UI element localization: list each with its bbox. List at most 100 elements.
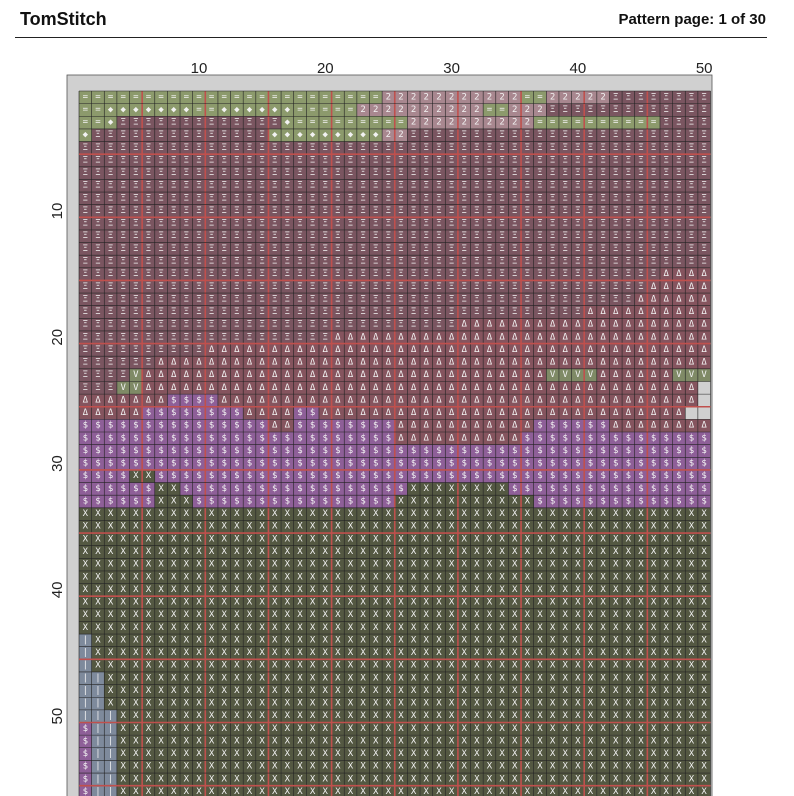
cell xyxy=(571,330,585,344)
cell xyxy=(672,116,686,129)
cell xyxy=(243,91,256,104)
cell xyxy=(142,217,155,230)
cell xyxy=(293,141,307,155)
cell xyxy=(622,280,635,294)
cell xyxy=(584,154,597,167)
cell xyxy=(672,128,686,142)
cell xyxy=(104,103,117,117)
cell xyxy=(129,217,143,230)
cell xyxy=(407,242,421,256)
cell xyxy=(647,166,660,180)
cell xyxy=(180,179,193,193)
cell xyxy=(306,267,319,281)
cell xyxy=(344,141,357,155)
cell xyxy=(217,217,231,230)
cell xyxy=(432,255,446,268)
row-symbols: $$$$$$$$$$$$$$$$$$$$$$$$$ΔΔΔΔΔΔΔΔΔΔ$$$$$… xyxy=(83,433,714,443)
cell xyxy=(217,128,231,142)
cell xyxy=(180,154,193,167)
cell xyxy=(432,103,446,117)
cell xyxy=(129,330,143,344)
cell xyxy=(697,318,711,331)
cell xyxy=(508,204,522,218)
cell xyxy=(558,166,572,180)
cell xyxy=(344,204,357,218)
cell xyxy=(609,305,623,319)
cell xyxy=(142,267,155,281)
column-number: 50 xyxy=(696,60,713,77)
cell xyxy=(546,141,559,155)
cell xyxy=(457,128,471,142)
row-symbols: $||XXXXXXXXXXXXXXXXXXXXXXXXXXXXXXXXXXXXX… xyxy=(83,762,714,772)
cell xyxy=(306,356,319,369)
cell xyxy=(281,229,294,243)
cell xyxy=(154,154,168,167)
row-symbols: $$$$XX$$$$$$$$$$$$$$$$$$$$$$$$$$$$$$$$$$… xyxy=(83,471,714,481)
cell xyxy=(685,141,698,155)
cell xyxy=(230,330,244,344)
cell xyxy=(659,229,673,243)
cell xyxy=(268,179,282,193)
cell xyxy=(521,192,534,205)
cell xyxy=(382,116,395,129)
cell xyxy=(546,330,559,344)
cell xyxy=(407,318,421,331)
cell xyxy=(104,343,117,357)
cell xyxy=(432,267,446,281)
cell xyxy=(571,91,585,104)
cell xyxy=(521,229,534,243)
cell xyxy=(533,103,547,117)
cell xyxy=(659,192,673,205)
cell xyxy=(205,267,218,281)
cell xyxy=(217,141,231,155)
cell xyxy=(647,116,660,129)
cell xyxy=(369,166,383,180)
cell xyxy=(104,166,117,180)
cell xyxy=(268,116,282,129)
cell xyxy=(407,128,421,142)
cell xyxy=(533,343,547,357)
cell xyxy=(407,267,421,281)
cell xyxy=(318,179,332,193)
page-indicator: Pattern page: 1 of 30 xyxy=(618,11,766,28)
row-symbols: XXXXXXXXXXXXXXXXXXXXXXXXXXXXXXXXXXXXXXXX… xyxy=(83,610,714,620)
cell xyxy=(470,229,484,243)
cell xyxy=(268,166,282,180)
cell xyxy=(154,305,168,319)
cell xyxy=(167,91,181,104)
cell xyxy=(217,343,231,357)
cell xyxy=(634,318,648,331)
cell xyxy=(457,242,471,256)
cell xyxy=(697,141,711,155)
cell xyxy=(508,229,522,243)
cell xyxy=(546,217,559,230)
cell xyxy=(394,318,408,331)
cell xyxy=(104,217,117,230)
cell xyxy=(546,267,559,281)
cell xyxy=(521,103,534,117)
cell xyxy=(281,267,294,281)
cell xyxy=(432,330,446,344)
cell xyxy=(533,166,547,180)
cell xyxy=(445,229,458,243)
cell xyxy=(420,343,433,357)
cell xyxy=(104,255,117,268)
cell xyxy=(205,217,218,230)
cell xyxy=(180,267,193,281)
cell xyxy=(104,229,117,243)
cell xyxy=(243,204,256,218)
cell xyxy=(104,179,117,193)
cell xyxy=(116,343,130,357)
cell xyxy=(622,103,635,117)
cell xyxy=(420,293,433,306)
cell xyxy=(255,128,269,142)
cell xyxy=(508,179,522,193)
cell xyxy=(281,255,294,268)
cell xyxy=(432,343,446,357)
cell xyxy=(205,305,218,319)
cell xyxy=(634,293,648,306)
cell xyxy=(167,343,181,357)
cell xyxy=(91,154,105,167)
cell xyxy=(584,204,597,218)
cell xyxy=(697,229,711,243)
